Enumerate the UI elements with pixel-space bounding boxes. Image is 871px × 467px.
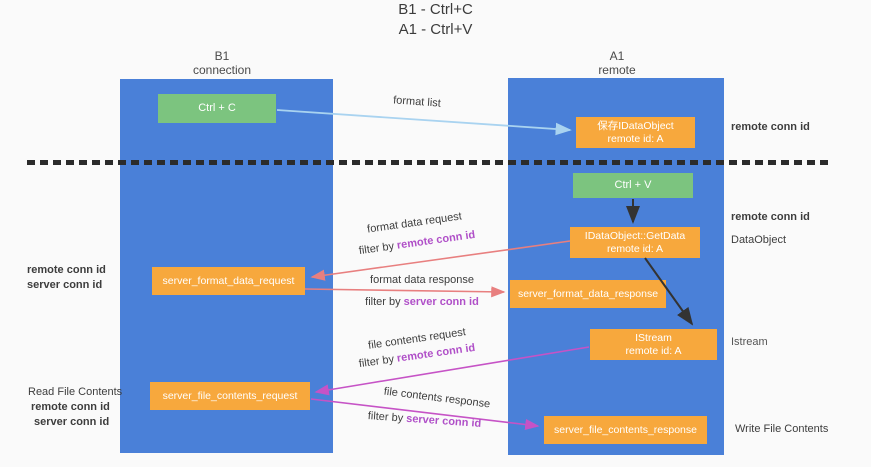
node-save-idataobject: 保存IDataObject remote id: A <box>576 117 695 148</box>
side-remote-conn-id-left-lower: remote conn id <box>31 401 110 413</box>
server-conn-id-text: server conn id <box>403 296 479 308</box>
diagram-title: B1 - Ctrl+C A1 - Ctrl+V <box>0 0 871 40</box>
lane-b1-title: B1 <box>214 49 230 63</box>
label-fdresp-text: format data response <box>370 274 474 286</box>
side-write-file-contents-label: Write File Contents <box>735 423 829 435</box>
lane-a1-subtitle: remote <box>598 63 636 77</box>
node-ctrl-v-label: Ctrl + V <box>614 179 652 191</box>
label-format-list-text: format list <box>392 94 442 110</box>
filter-by-text: filter by <box>367 410 404 425</box>
side-read-file-contents-label: Read File Contents <box>28 386 123 398</box>
title-line-2: A1 - Ctrl+V <box>398 21 473 38</box>
node-save-line1: 保存IDataObject <box>597 119 674 132</box>
side-remote-conn-id-top-right: remote conn id <box>731 121 810 133</box>
label-filter-by-server-2: filter by server conn id <box>337 408 512 432</box>
arrow-format-data-response <box>304 286 506 298</box>
node-getdata-line2: remote id: A <box>606 242 664 255</box>
node-ctrl-v: Ctrl + V <box>573 173 693 198</box>
side-istream-label: Istream <box>731 336 768 348</box>
node-getdata-line1: IDataObject::GetData <box>584 229 686 242</box>
node-fmtresp-label: server_format_data_response <box>517 287 659 300</box>
node-filereq-label: server_file_contents_request <box>162 389 298 402</box>
node-fileresp-label: server_file_contents_response <box>553 423 697 436</box>
lane-a1-title: A1 <box>609 49 625 63</box>
node-server-format-data-response: server_format_data_response <box>510 280 666 308</box>
node-server-format-data-request: server_format_data_request <box>152 267 305 295</box>
node-istream-line1: IStream <box>635 331 672 344</box>
side-server-conn-id-left-lower: server conn id <box>34 416 110 428</box>
node-server-file-contents-response: server_file_contents_response <box>544 416 707 444</box>
node-idataobject-getdata: IDataObject::GetData remote id: A <box>570 227 700 258</box>
label-filter-by-server-1: filter by server conn id <box>337 296 507 308</box>
lane-b1-subtitle: connection <box>192 63 252 77</box>
label-format-data-response: format data response <box>342 274 502 286</box>
label-file-contents-response: file contents response <box>352 382 522 415</box>
side-remote-conn-id-left: remote conn id <box>27 264 106 276</box>
node-save-line2: remote id: A <box>607 132 664 145</box>
title-line-1: B1 - Ctrl+C <box>398 1 473 18</box>
node-istream-line2: remote id: A <box>625 344 682 357</box>
filter-by-text: filter by <box>365 296 401 308</box>
dashed-divider <box>27 160 832 165</box>
lane-header-a1: A1 remote <box>555 49 679 77</box>
lane-header-b1: B1 connection <box>160 49 284 77</box>
node-ctrl-c: Ctrl + C <box>158 94 276 123</box>
side-server-conn-id-left: server conn id <box>27 279 103 291</box>
node-ctrl-c-label: Ctrl + C <box>198 102 236 114</box>
node-istream: IStream remote id: A <box>590 329 717 360</box>
node-server-file-contents-request: server_file_contents_request <box>150 382 310 410</box>
remote-conn-id-text: remote conn id <box>396 228 476 252</box>
side-dataobject-label: DataObject <box>731 234 787 246</box>
label-format-list: format list <box>352 91 483 112</box>
side-remote-conn-id-mid-right: remote conn id <box>731 211 810 223</box>
label-fcresp-text: file contents response <box>383 385 491 411</box>
filter-by-text: filter by <box>358 353 395 371</box>
server-conn-id-text: server conn id <box>405 412 482 430</box>
filter-by-text: filter by <box>358 240 395 258</box>
node-fmtreq-label: server_format_data_request <box>162 274 295 287</box>
